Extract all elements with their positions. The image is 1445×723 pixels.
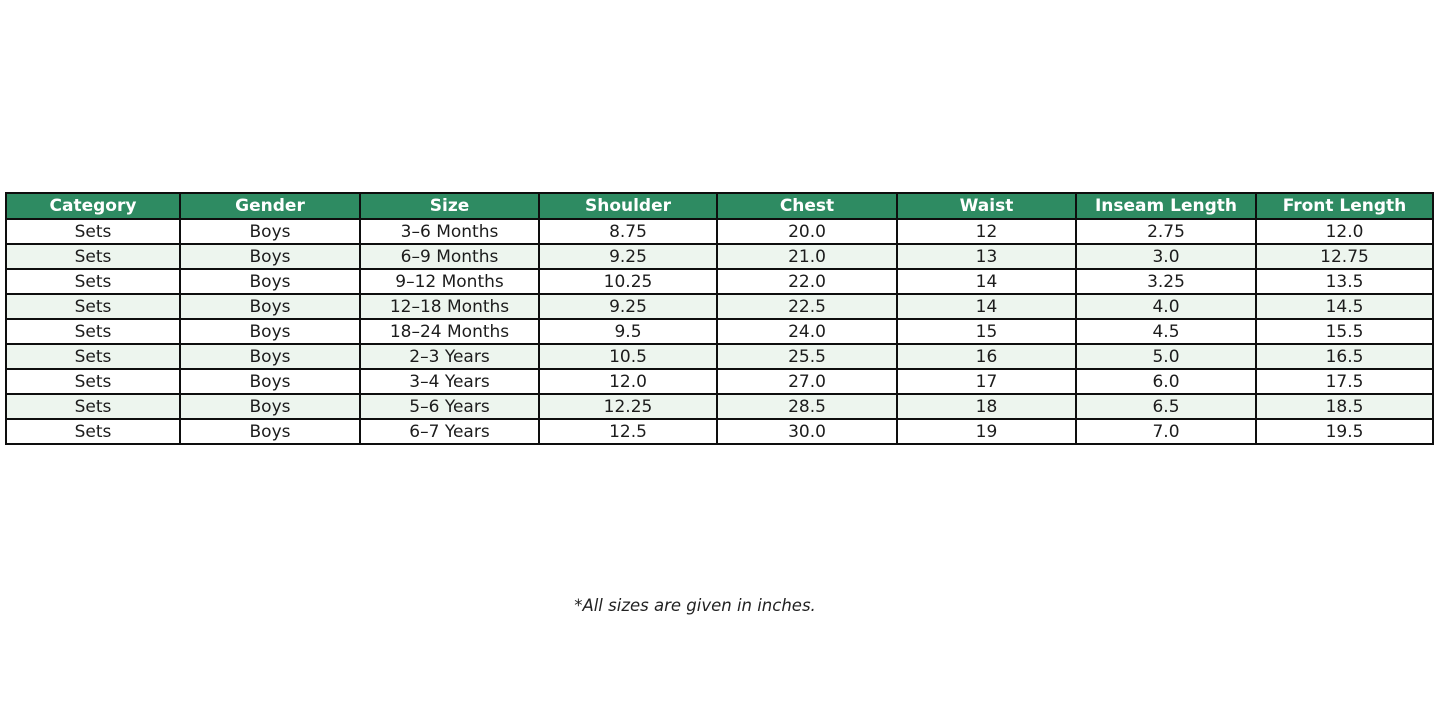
table-cell: 7.0	[1075, 418, 1257, 445]
table-cell: 16.5	[1255, 343, 1434, 370]
table-cell: 12.25	[538, 393, 718, 420]
table-row: Sets Boys 3–4 Years 12.0 27.0 17 6.0 17.…	[5, 368, 1434, 395]
table-cell: 9.5	[538, 318, 718, 345]
table-cell: Sets	[5, 368, 181, 395]
table-cell: Sets	[5, 293, 181, 320]
table-cell: 17	[896, 368, 1077, 395]
header-cell-waist: Waist	[896, 192, 1077, 220]
table-cell: 14	[896, 293, 1077, 320]
table-cell: Sets	[5, 268, 181, 295]
table-cell: 19.5	[1255, 418, 1434, 445]
header-cell-gender: Gender	[179, 192, 361, 220]
table-cell: 4.5	[1075, 318, 1257, 345]
table-cell: 9.25	[538, 243, 718, 270]
table-cell: 18–24 Months	[359, 318, 540, 345]
table-cell: 3–4 Years	[359, 368, 540, 395]
table-cell: 2.75	[1075, 218, 1257, 245]
table-cell: 6–9 Months	[359, 243, 540, 270]
table-cell: 14	[896, 268, 1077, 295]
table-row: Sets Boys 5–6 Years 12.25 28.5 18 6.5 18…	[5, 393, 1434, 420]
table-row: Sets Boys 12–18 Months 9.25 22.5 14 4.0 …	[5, 293, 1434, 320]
table-cell: 27.0	[716, 368, 898, 395]
table-cell: 12.75	[1255, 243, 1434, 270]
table-row: Sets Boys 2–3 Years 10.5 25.5 16 5.0 16.…	[5, 343, 1434, 370]
table-cell: 15	[896, 318, 1077, 345]
table-cell: 18.5	[1255, 393, 1434, 420]
table-cell: 28.5	[716, 393, 898, 420]
table-cell: 18	[896, 393, 1077, 420]
table-cell: 12.5	[538, 418, 718, 445]
table-cell: 30.0	[716, 418, 898, 445]
table-cell: Boys	[179, 218, 361, 245]
table-cell: Boys	[179, 318, 361, 345]
table-cell: Sets	[5, 218, 181, 245]
header-cell-shoulder: Shoulder	[538, 192, 718, 220]
table-cell: 20.0	[716, 218, 898, 245]
table-cell: 22.0	[716, 268, 898, 295]
table-cell: 9.25	[538, 293, 718, 320]
table-cell: 8.75	[538, 218, 718, 245]
table-row: Sets Boys 18–24 Months 9.5 24.0 15 4.5 1…	[5, 318, 1434, 345]
table-cell: Sets	[5, 393, 181, 420]
table-cell: 12	[896, 218, 1077, 245]
table-cell: 25.5	[716, 343, 898, 370]
table-cell: 15.5	[1255, 318, 1434, 345]
table-cell: 3–6 Months	[359, 218, 540, 245]
table-cell: 22.5	[716, 293, 898, 320]
header-cell-chest: Chest	[716, 192, 898, 220]
table-cell: 16	[896, 343, 1077, 370]
table-row: Sets Boys 6–9 Months 9.25 21.0 13 3.0 12…	[5, 243, 1434, 270]
table-row: Sets Boys 9–12 Months 10.25 22.0 14 3.25…	[5, 268, 1434, 295]
table-cell: 10.5	[538, 343, 718, 370]
table-cell: 19	[896, 418, 1077, 445]
table-cell: 6–7 Years	[359, 418, 540, 445]
table-cell: Boys	[179, 343, 361, 370]
table-row: Sets Boys 6–7 Years 12.5 30.0 19 7.0 19.…	[5, 418, 1434, 445]
table-cell: Sets	[5, 243, 181, 270]
table-cell: 24.0	[716, 318, 898, 345]
table-body: Sets Boys 3–6 Months 8.75 20.0 12 2.75 1…	[5, 218, 1434, 445]
table-cell: 6.0	[1075, 368, 1257, 395]
table-cell: 17.5	[1255, 368, 1434, 395]
table-cell: 10.25	[538, 268, 718, 295]
table-cell: 14.5	[1255, 293, 1434, 320]
header-cell-category: Category	[5, 192, 181, 220]
table-cell: 6.5	[1075, 393, 1257, 420]
table-cell: 4.0	[1075, 293, 1257, 320]
table-cell: 3.25	[1075, 268, 1257, 295]
table-cell: Boys	[179, 368, 361, 395]
table-cell: Boys	[179, 418, 361, 445]
table-cell: Boys	[179, 268, 361, 295]
table-cell: 13.5	[1255, 268, 1434, 295]
table-cell: 2–3 Years	[359, 343, 540, 370]
table-cell: 13	[896, 243, 1077, 270]
table-header-row: Category Gender Size Shoulder Chest Wais…	[5, 192, 1434, 220]
table-cell: 12–18 Months	[359, 293, 540, 320]
table-cell: 12.0	[538, 368, 718, 395]
size-chart-table: Category Gender Size Shoulder Chest Wais…	[5, 192, 1434, 445]
table-cell: Sets	[5, 343, 181, 370]
table-row: Sets Boys 3–6 Months 8.75 20.0 12 2.75 1…	[5, 218, 1434, 245]
header-cell-size: Size	[359, 192, 540, 220]
units-note: *All sizes are given in inches.	[574, 596, 816, 615]
table-cell: Sets	[5, 318, 181, 345]
table-cell: 9–12 Months	[359, 268, 540, 295]
header-cell-inseam-length: Inseam Length	[1075, 192, 1257, 220]
table-cell: 5–6 Years	[359, 393, 540, 420]
table-cell: Boys	[179, 243, 361, 270]
table-cell: 12.0	[1255, 218, 1434, 245]
table-cell: Sets	[5, 418, 181, 445]
table-cell: Boys	[179, 293, 361, 320]
table-cell: 5.0	[1075, 343, 1257, 370]
table-cell: 3.0	[1075, 243, 1257, 270]
table-cell: 21.0	[716, 243, 898, 270]
header-cell-front-length: Front Length	[1255, 192, 1434, 220]
table-cell: Boys	[179, 393, 361, 420]
